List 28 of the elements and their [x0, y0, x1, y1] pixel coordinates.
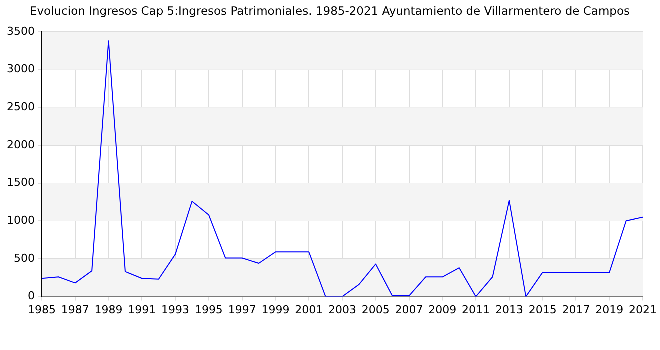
x-tick-label: 2003 [328, 303, 356, 316]
x-tick-label: 2009 [428, 303, 457, 316]
y-tick-label: 0 [28, 290, 35, 303]
x-tick-label: 2001 [295, 303, 324, 316]
x-tick-label: 2019 [596, 303, 624, 316]
x-tick-label: 1999 [262, 303, 290, 316]
y-tick-label: 2500 [6, 100, 35, 114]
x-tick-label: 1995 [194, 303, 223, 316]
x-tick-label: 1991 [128, 303, 156, 316]
x-tick-label: 2007 [395, 303, 424, 316]
chart-title: Evolucion Ingresos Cap 5:Ingresos Patrimoniales. 1985-2021 Ayuntamiento de Villarmentero de Campos [28, 3, 632, 20]
x-tick-label: 2013 [495, 303, 524, 316]
x-tick-label: 1997 [228, 303, 256, 316]
x-tick-label: 2005 [362, 303, 390, 316]
y-tick-label: 500 [14, 252, 35, 265]
y-tick-label: 2000 [6, 138, 35, 152]
y-tick-label: 1500 [6, 176, 35, 190]
y-tick-label: 3500 [6, 24, 35, 38]
x-tick-label: 1987 [61, 303, 90, 316]
x-tick-label: 2017 [562, 303, 590, 316]
x-tick-label: 2011 [462, 303, 490, 316]
y-tick-label: 3000 [6, 62, 35, 76]
x-tick-label: 1993 [162, 303, 190, 316]
x-tick-label: 2021 [629, 303, 658, 316]
x-tick-label: 2015 [528, 303, 557, 316]
x-tick-label: 1989 [94, 303, 123, 316]
x-tick-label: 1985 [28, 303, 56, 316]
y-tick-label: 1000 [6, 214, 35, 227]
